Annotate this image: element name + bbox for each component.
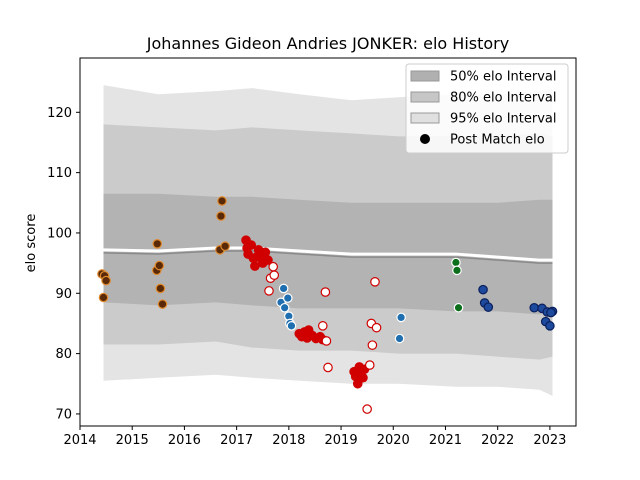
data-point [452, 265, 462, 276]
data-point [317, 321, 328, 331]
y-tick-label: 120 [47, 106, 72, 121]
data-point [370, 277, 380, 287]
x-tick-label: 2015 [116, 433, 149, 448]
legend-box [405, 63, 569, 154]
y-tick-label: 70 [55, 407, 72, 422]
data-point [546, 307, 556, 318]
x-tick-label: 2023 [533, 433, 566, 448]
legend-label: Post Match elo [450, 133, 545, 148]
data-point [545, 321, 555, 331]
data-point [371, 322, 382, 333]
plot-area [97, 85, 558, 414]
x-tick-label: 2016 [168, 433, 201, 448]
data-point [279, 302, 290, 313]
data-point [282, 293, 293, 303]
data-point [286, 321, 297, 331]
data-point [268, 261, 278, 272]
chart-title: Johannes Gideon Andries JONKER: elo Hist… [146, 34, 509, 53]
data-point [362, 404, 372, 414]
x-tick-label: 2021 [429, 433, 462, 448]
data-point [451, 257, 461, 268]
data-point [260, 247, 271, 258]
data-point [352, 378, 363, 389]
data-point [157, 299, 168, 309]
y-tick-label: 90 [55, 287, 72, 302]
data-point [154, 260, 165, 271]
y-axis-label: elo score [24, 214, 39, 273]
data-point [278, 283, 289, 294]
data-point [155, 283, 166, 294]
data-point [320, 287, 331, 297]
x-tick-label: 2022 [481, 433, 514, 448]
data-point [478, 284, 488, 295]
legend-label: 50% elo Interval [450, 70, 557, 85]
legend-marker [420, 134, 430, 144]
axes: 2014 2015 2016 2017 2018 2019 2020 2021 2022 2023… [47, 57, 577, 448]
data-point [152, 239, 163, 249]
x-tick-label: 2019 [325, 433, 358, 448]
legend-label: 95% elo Interval [450, 112, 557, 127]
y-tick-label: 100 [47, 226, 72, 241]
legend-swatch [410, 70, 440, 82]
data-point [367, 340, 378, 350]
data-point [217, 196, 227, 206]
data-point [98, 292, 109, 303]
data-point [396, 312, 406, 323]
data-point [263, 255, 273, 265]
data-point [264, 286, 274, 296]
legend-swatch [410, 112, 440, 124]
data-point [250, 261, 260, 271]
plot-frame [79, 57, 577, 427]
y-tick-label: 80 [55, 347, 72, 362]
legend-label: 80% elo Interval [450, 91, 557, 106]
data-point [269, 270, 280, 280]
x-tick-label: 2017 [220, 433, 253, 448]
mean-line-highlight [103, 246, 553, 262]
x-tick-label: 2020 [377, 433, 410, 448]
data-point [323, 362, 333, 373]
data-point [364, 360, 375, 370]
data-point [246, 240, 257, 250]
data-point [453, 302, 464, 313]
y-tick-label: 110 [47, 166, 72, 181]
data-point [101, 275, 111, 286]
data-point [321, 336, 332, 346]
data-point [394, 333, 405, 344]
data-point [216, 211, 226, 221]
data-point [220, 241, 230, 252]
x-tick-label: 2014 [63, 433, 96, 448]
legend-swatch [410, 91, 440, 103]
mean-line [103, 250, 553, 264]
data-point [358, 372, 368, 383]
data-point [529, 302, 540, 313]
x-tick-label: 2018 [272, 433, 305, 448]
data-point [483, 302, 494, 312]
legend: 50% elo Interval 80% elo Interval 95% elo … [405, 63, 569, 154]
